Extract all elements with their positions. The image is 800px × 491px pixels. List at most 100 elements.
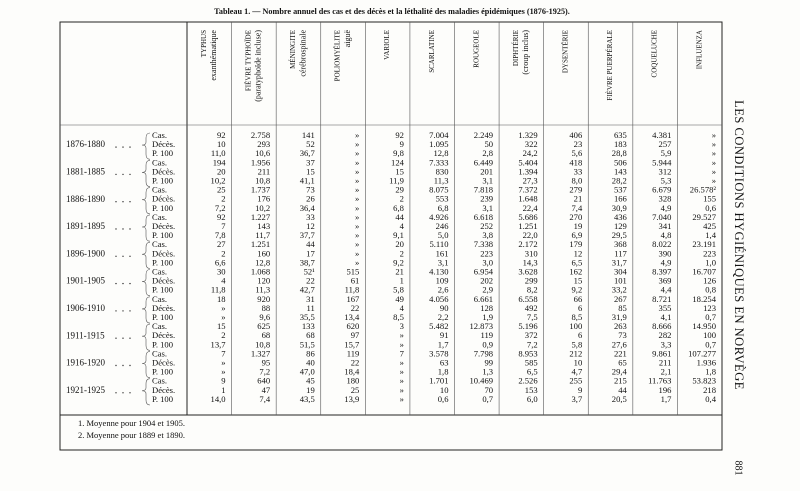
row-label: Cas. — [152, 321, 167, 331]
cell: 7.004 — [429, 130, 449, 140]
leader-dot — [115, 310, 117, 312]
cell: 0,6 — [705, 203, 716, 213]
cell: 45 — [306, 376, 315, 386]
cell: 3,1 — [482, 175, 493, 185]
row-label: P. 100 — [152, 148, 173, 158]
cell: 7,2 — [527, 339, 538, 349]
brace — [141, 214, 151, 242]
cell: 27,6 — [612, 339, 628, 349]
column-header: SCARLATINE — [428, 30, 436, 73]
cell: 9 — [400, 139, 404, 149]
cell: 252 — [480, 221, 493, 231]
cell: 33 — [574, 166, 583, 176]
cell: 29,4 — [612, 367, 628, 377]
cell: 11,3 — [255, 285, 270, 295]
column-header: (croup inclus) — [521, 30, 530, 75]
cell: » — [355, 239, 359, 249]
cell: 7,5 — [527, 312, 538, 322]
cell: 1.227 — [251, 212, 271, 222]
cell: 2,6 — [438, 285, 449, 295]
cell: 6.954 — [474, 266, 494, 276]
cell: 322 — [525, 139, 538, 149]
period-label: 1896-1900 — [66, 248, 105, 258]
cell: 101 — [614, 276, 627, 286]
cell: 19 — [306, 385, 315, 395]
row-label: P. 100 — [152, 339, 173, 349]
cell: 1.251 — [251, 239, 270, 249]
cell: 161 — [436, 248, 449, 258]
period-label: 1881-1885 — [66, 166, 105, 176]
cell: 14.950 — [692, 321, 716, 331]
cell: 27,3 — [523, 175, 538, 185]
cell: 7,4 — [572, 203, 583, 213]
cell: 239 — [480, 194, 493, 204]
cell: 5,8 — [393, 285, 404, 295]
leader-dot — [122, 146, 124, 148]
column-header: DYSENTÉRIE — [562, 30, 570, 73]
cell: 20,5 — [612, 394, 627, 404]
row-label: P. 100 — [152, 312, 173, 322]
leader-dot — [115, 364, 117, 367]
row-label: Cas. — [152, 266, 167, 276]
cell: 52¹ — [304, 266, 316, 276]
cell: 100 — [569, 321, 582, 331]
cell: 1.394 — [518, 166, 538, 176]
cell: 506 — [614, 157, 628, 167]
cell: 341 — [659, 221, 672, 231]
cell: 211 — [258, 166, 271, 176]
cell: 30,9 — [612, 203, 627, 213]
leader-dot — [115, 173, 117, 176]
cell: 11,0 — [211, 148, 226, 158]
cell: 196 — [659, 385, 673, 395]
cell: 26 — [306, 194, 315, 204]
cell: 640 — [257, 376, 270, 386]
cell: 120 — [257, 276, 270, 286]
cell: 4,9 — [661, 257, 672, 267]
cell: 5.404 — [518, 157, 538, 167]
brace — [141, 323, 151, 351]
cell: 368 — [614, 239, 627, 249]
cell: 9,1 — [393, 230, 404, 240]
cell: » — [355, 212, 359, 222]
period-label: 1906-1910 — [66, 303, 105, 313]
cell: 6,5 — [572, 257, 583, 267]
cell: 6,9 — [572, 230, 583, 240]
cell: 11,8 — [345, 285, 360, 295]
cell: 263 — [614, 321, 627, 331]
cell: 25 — [351, 385, 360, 395]
cell: 15 — [306, 166, 315, 176]
cell: 31,9 — [612, 312, 627, 322]
cell: 270 — [569, 212, 582, 222]
cell: 8,5 — [393, 312, 404, 322]
cell: 52 — [306, 139, 315, 149]
cell: 2 — [221, 330, 225, 340]
cell: 1,3 — [482, 367, 493, 377]
cell: » — [355, 230, 359, 240]
cell: 3,7 — [572, 394, 583, 404]
cell: 293 — [257, 139, 270, 149]
cell: 4.926 — [429, 212, 449, 222]
leader-dot — [129, 255, 131, 257]
cell: 2 — [400, 194, 404, 204]
row-label: Décès. — [152, 330, 175, 340]
cell: 218 — [703, 385, 716, 395]
row-label: Décès. — [152, 139, 175, 149]
cell: 143 — [257, 221, 270, 231]
cell: 23 — [574, 139, 583, 149]
cell: 126 — [703, 276, 717, 286]
cell: 6.618 — [474, 212, 493, 222]
brace — [141, 187, 151, 215]
cell: 91 — [440, 330, 449, 340]
cell: 141 — [302, 130, 315, 140]
cell: 4,1 — [661, 312, 672, 322]
cell: 2.249 — [474, 130, 493, 140]
cell: 29.527 — [692, 212, 716, 222]
column-header: cérébrospinale — [298, 30, 307, 77]
cell: 41,1 — [300, 175, 315, 185]
row-label: Cas. — [152, 239, 167, 249]
cell: 6,8 — [438, 203, 449, 213]
cell: 119 — [347, 348, 360, 358]
cell: 12,8 — [433, 148, 448, 158]
cell: 7,8 — [215, 230, 226, 240]
cell: » — [712, 148, 716, 158]
